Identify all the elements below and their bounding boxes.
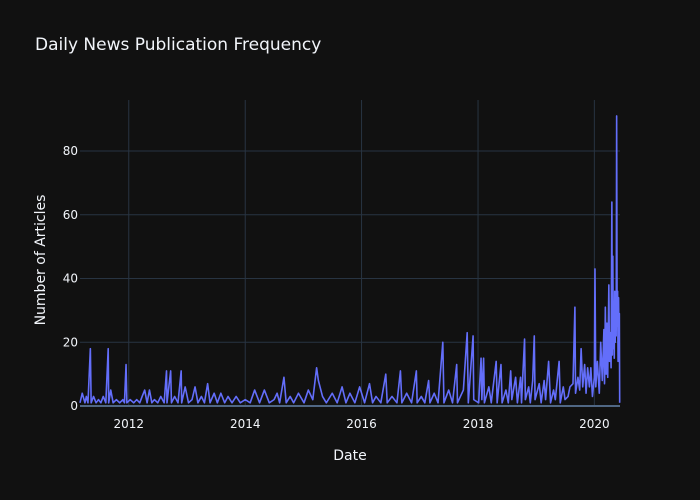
y-tick-label: 40 [63,272,78,286]
x-tick-label: 2020 [579,417,610,431]
x-tick-label: 2014 [230,417,261,431]
x-tick-label: 2018 [463,417,494,431]
y-tick-label: 80 [63,144,78,158]
x-axis-title: Date [333,448,366,464]
y-tick-label: 0 [70,399,78,413]
grid-lines [80,100,620,407]
x-axis-ticks: 2012 2014 2016 2018 2020 [113,417,609,431]
series-line [79,115,621,404]
y-tick-label: 20 [63,335,78,349]
y-tick-label: 60 [63,208,78,222]
y-axis-title: Number of Articles [33,195,49,326]
x-tick-label: 2012 [113,417,144,431]
x-tick-label: 2016 [346,417,377,431]
chart-title: Daily News Publication Frequency [35,35,321,55]
plot-area [80,100,620,406]
y-axis-ticks: 0 20 40 60 80 [63,144,78,413]
series-layer [79,115,621,404]
